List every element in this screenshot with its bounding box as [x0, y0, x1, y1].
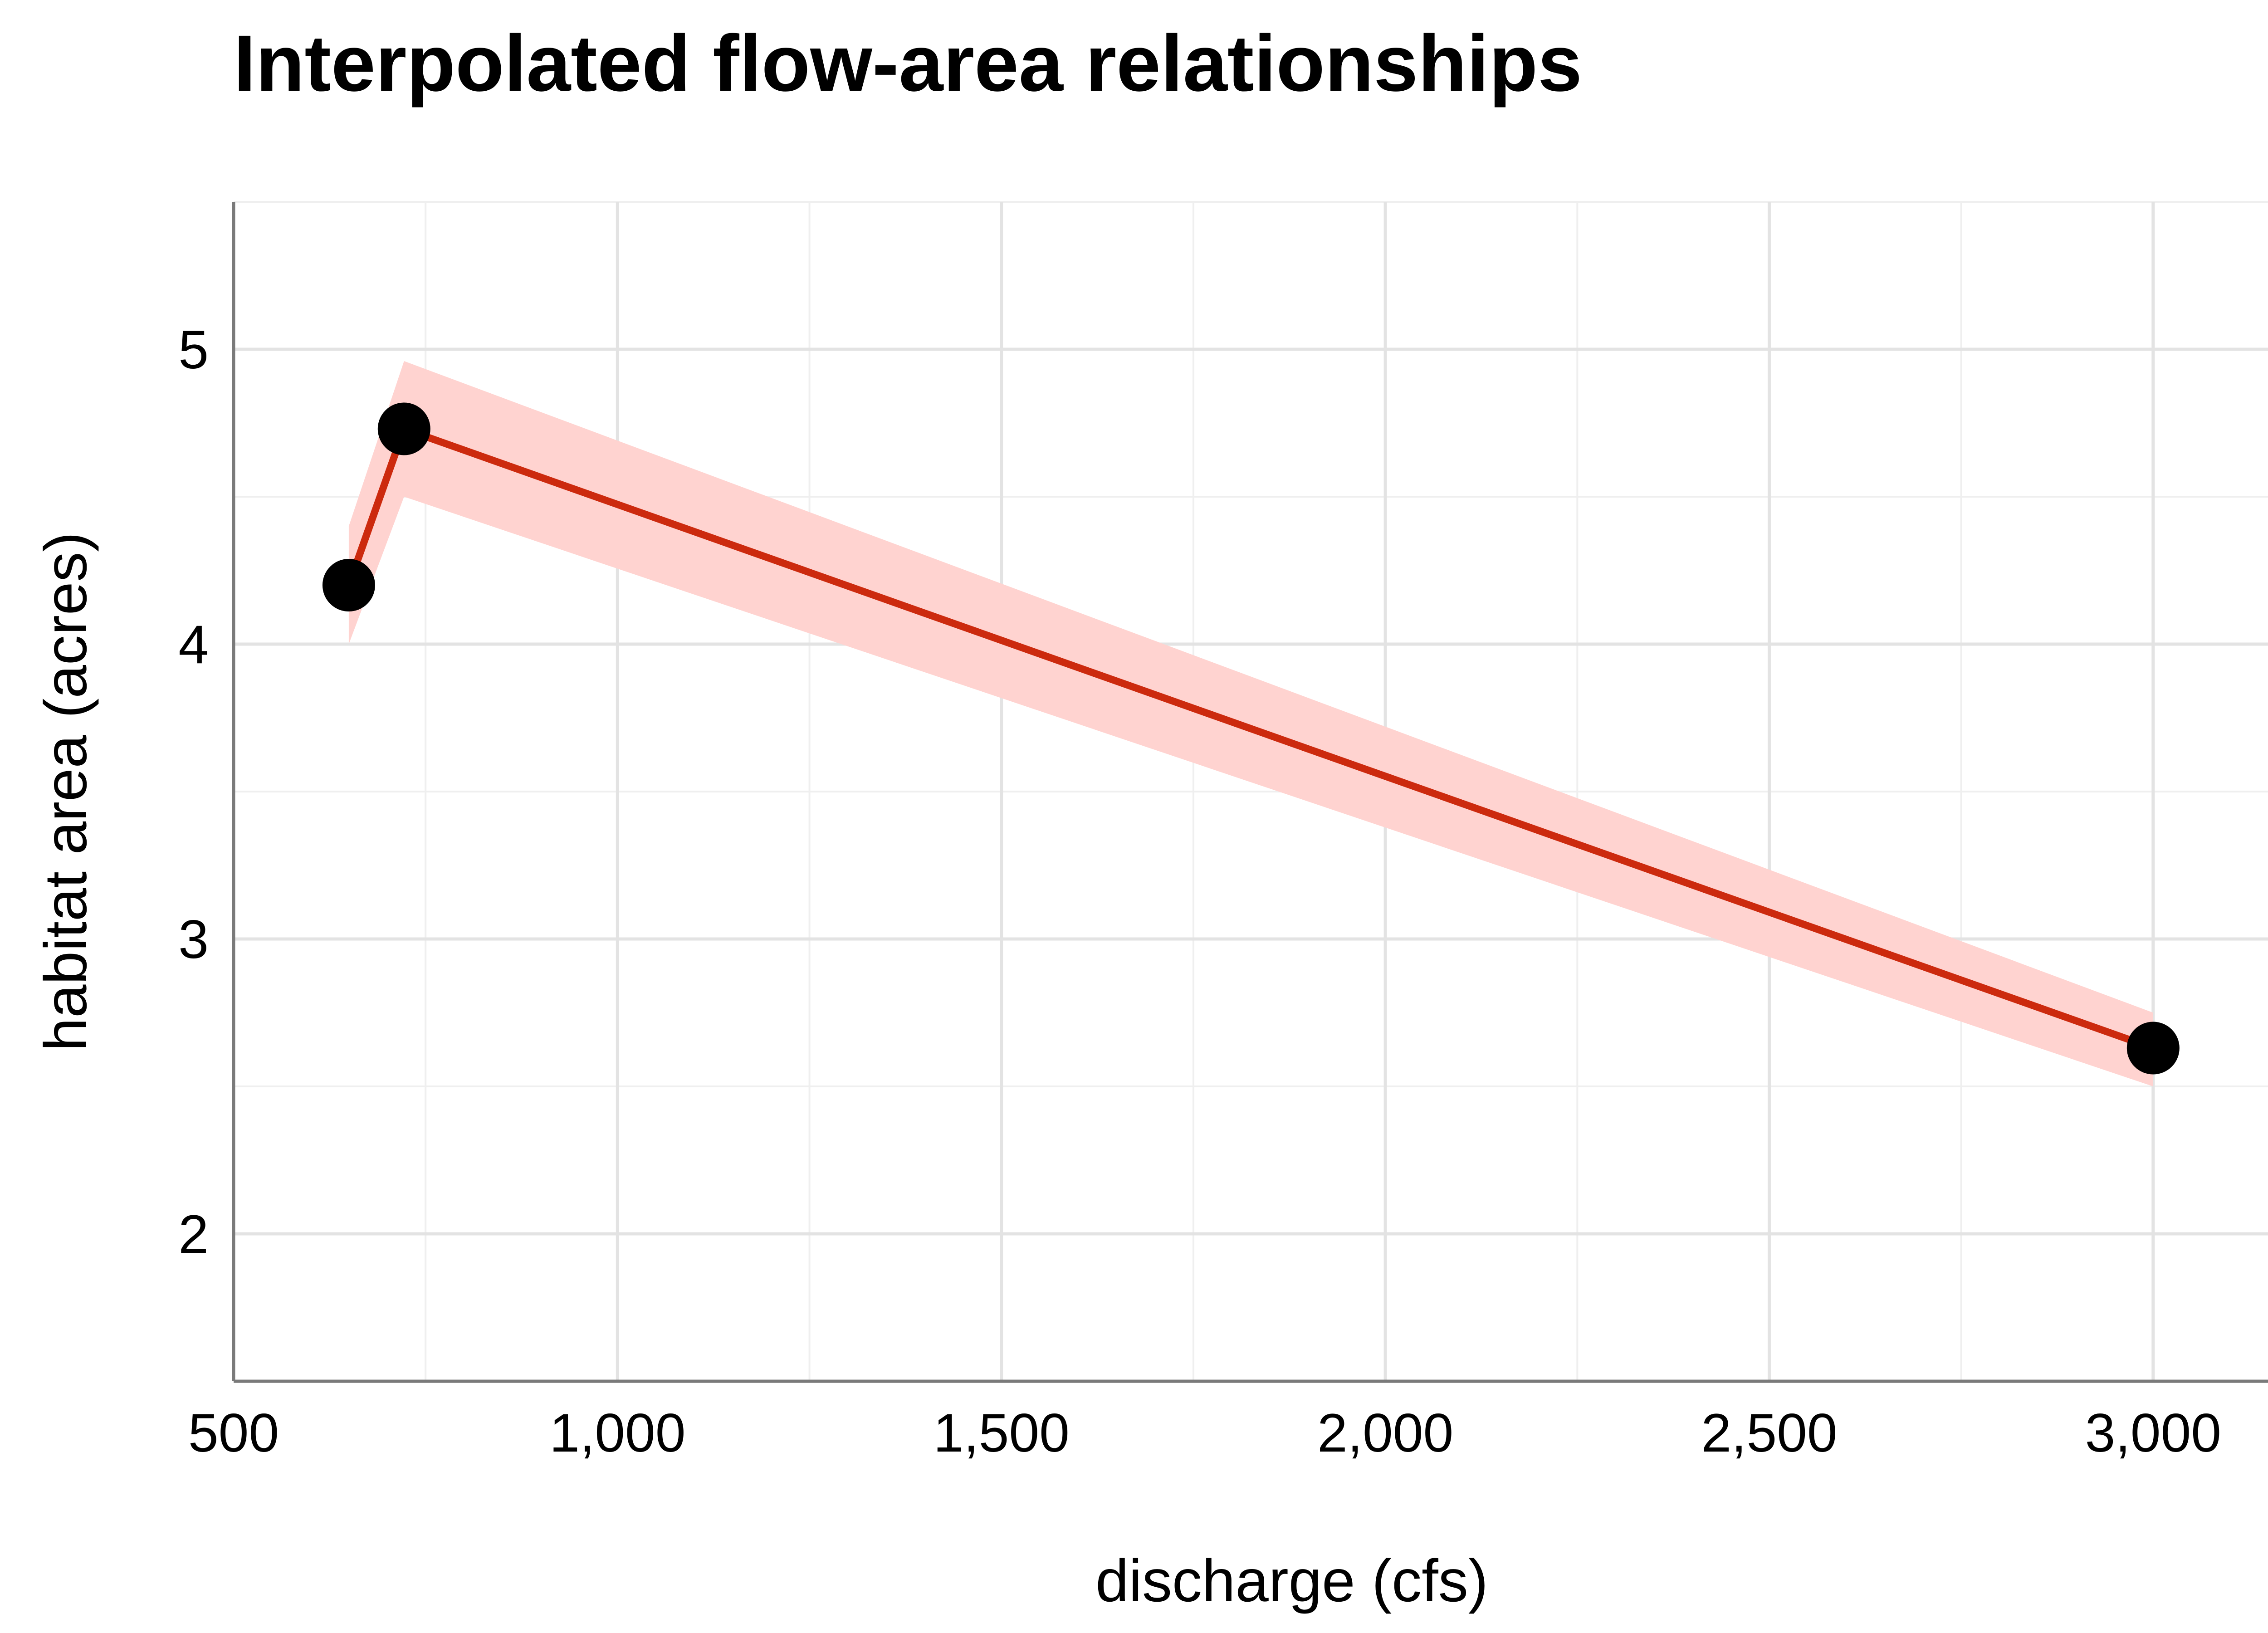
x-tick-label: 3,000 [2085, 1403, 2221, 1463]
chart-title: Interpolated flow-area relationships [234, 19, 1582, 108]
minor-gridlines [234, 201, 2268, 1381]
y-tick-labels: 2 3 4 5 [178, 319, 209, 1265]
x-tick-label: 1,500 [934, 1403, 1070, 1463]
data-point [322, 559, 375, 611]
y-tick-label: 4 [178, 614, 209, 675]
data-point [2126, 1022, 2180, 1075]
y-axis-title: habitat area (acres) [32, 532, 99, 1051]
y-tick-label: 5 [178, 319, 209, 380]
axes [232, 202, 2268, 1383]
y-tick-label: 3 [178, 909, 209, 970]
confidence-ribbon [348, 361, 2153, 1086]
confidence-ribbon-group [348, 361, 2153, 1086]
x-tick-label: 2,500 [1701, 1403, 1837, 1463]
x-tick-labels: 500 1,000 1,500 2,000 2,500 3,000 [188, 1403, 2221, 1463]
x-tick-label: 1,000 [549, 1403, 685, 1463]
major-gridlines [234, 202, 2268, 1381]
y-tick-label: 2 [178, 1204, 209, 1265]
x-tick-label: 2,000 [1317, 1403, 1453, 1463]
x-axis-title: discharge (cfs) [1095, 1547, 1488, 1614]
x-tick-label: 500 [188, 1403, 279, 1463]
data-points [322, 402, 2180, 1075]
data-point [377, 402, 430, 455]
